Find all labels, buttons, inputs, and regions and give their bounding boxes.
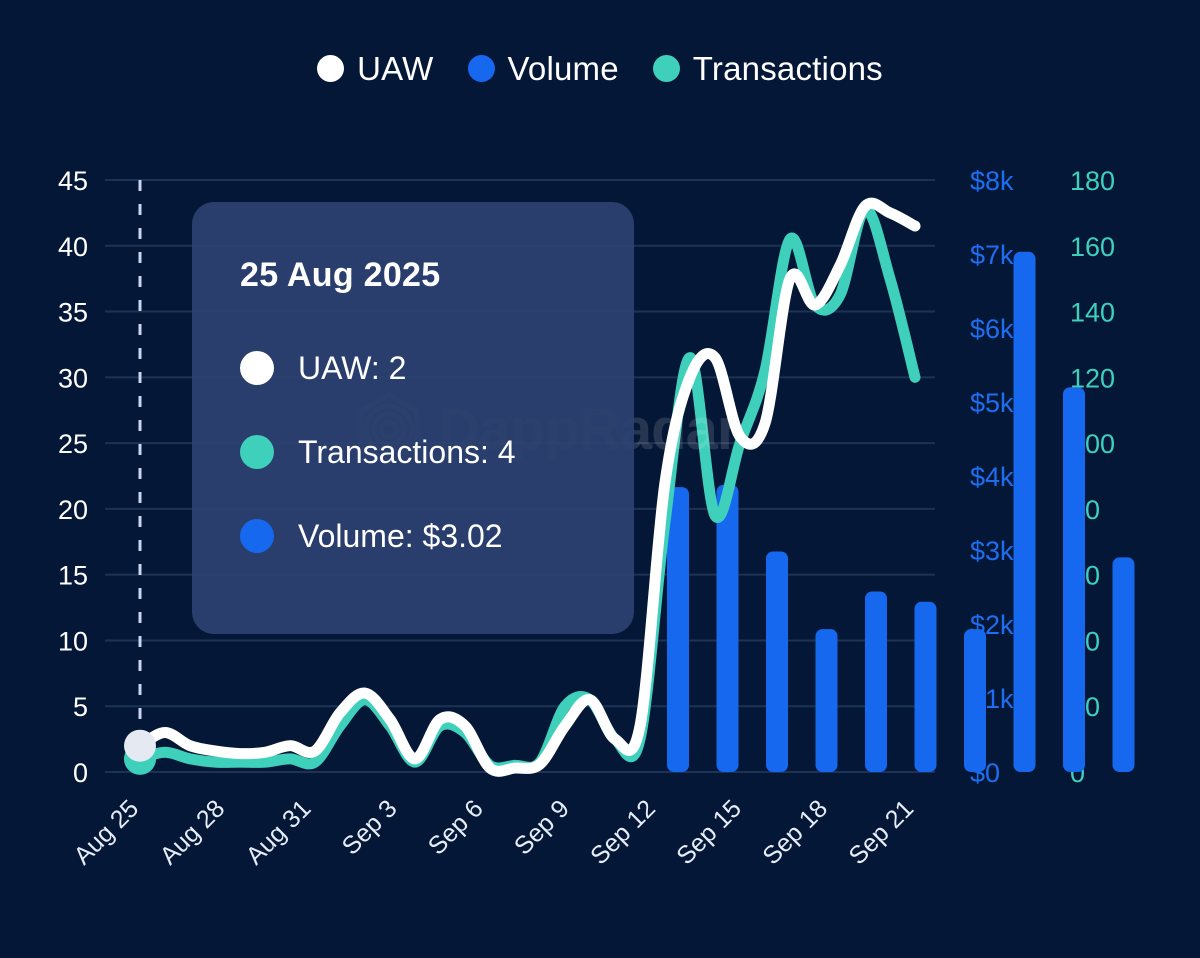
chart-tooltip: 25 Aug 2025 UAW: 2 Transactions: 4 Volum… — [192, 202, 634, 634]
uaw-line — [134, 197, 921, 777]
volume-bar[interactable] — [964, 629, 986, 772]
tooltip-row-transactions: Transactions: 4 — [240, 435, 634, 469]
tooltip-row-volume: Volume: $3.02 — [240, 519, 634, 553]
x-axis-tick: Aug 28 — [155, 794, 231, 870]
y-axis-transactions-tick: 160 — [1070, 232, 1115, 262]
y-axis-left-tick: 45 — [58, 166, 88, 196]
y-axis-transactions-tick: 140 — [1070, 298, 1115, 328]
y-axis-left-tick: 35 — [58, 298, 88, 328]
x-axis-tick: Sep 15 — [671, 794, 747, 870]
volume-bar[interactable] — [914, 601, 937, 772]
legend-label-uaw: UAW — [357, 50, 434, 87]
volume-bar[interactable] — [1112, 557, 1135, 772]
y-axis-left-tick: 25 — [58, 429, 88, 459]
tooltip-value-uaw: UAW: 2 — [298, 350, 407, 386]
volume-bar[interactable] — [716, 484, 739, 772]
y-axis-volume-tick: $3k — [970, 536, 1014, 566]
volume-bar[interactable] — [1063, 387, 1085, 772]
highlight-marker-uaw[interactable] — [124, 729, 156, 762]
volume-bar[interactable] — [667, 487, 689, 772]
y-axis-volume-tick: $4k — [970, 462, 1014, 492]
volume-bar[interactable] — [1013, 251, 1036, 772]
y-axis-left-tick: 10 — [58, 626, 88, 656]
x-axis-tick: Sep 3 — [337, 794, 403, 860]
x-axis-tick: Sep 9 — [509, 794, 575, 860]
legend-item-uaw[interactable]: UAW — [317, 52, 433, 85]
transactions-line — [134, 204, 921, 774]
y-axis-volume-tick: $5k — [970, 388, 1014, 418]
circle-icon — [240, 351, 274, 385]
y-axis-volume-tick: $6k — [970, 314, 1014, 344]
y-axis-volume-tick: $8k — [970, 166, 1014, 196]
circle-icon — [317, 55, 345, 82]
volume-bar[interactable] — [865, 591, 887, 772]
y-axis-volume-tick: $7k — [970, 240, 1014, 270]
y-axis-left-tick: 15 — [58, 561, 88, 591]
x-axis-tick: Aug 25 — [68, 794, 144, 870]
x-axis-tick: Sep 21 — [843, 794, 919, 870]
legend-label-volume: Volume — [507, 50, 619, 87]
y-axis-left-tick: 20 — [58, 495, 88, 525]
circle-icon — [240, 519, 274, 553]
tooltip-value-volume: Volume: $3.02 — [298, 518, 503, 554]
legend-item-transactions[interactable]: Transactions — [652, 50, 883, 87]
circle-icon — [240, 435, 274, 469]
volume-bar[interactable] — [815, 629, 838, 772]
legend-item-volume[interactable]: Volume — [467, 50, 619, 87]
y-axis-left-tick: 30 — [58, 363, 88, 393]
y-axis-transactions-tick: 180 — [1070, 166, 1115, 196]
y-axis-left-tick: 40 — [58, 232, 88, 262]
legend-label-transactions: Transactions — [692, 50, 883, 87]
y-axis-left-tick: 0 — [73, 758, 88, 788]
y-axis-left-tick: 5 — [73, 692, 88, 722]
tooltip-row-uaw: UAW: 2 — [240, 351, 634, 385]
x-axis-tick: Sep 18 — [757, 794, 833, 870]
tooltip-date: 25 Aug 2025 — [240, 256, 441, 294]
x-axis-tick: Sep 6 — [423, 794, 489, 860]
x-axis-tick: Aug 31 — [241, 794, 317, 870]
tooltip-value-transactions: Transactions: 4 — [298, 434, 516, 470]
circle-icon — [652, 55, 680, 82]
x-axis-tick: Sep 12 — [585, 794, 661, 870]
circle-icon — [467, 55, 495, 82]
volume-bar[interactable] — [766, 551, 788, 772]
chart-legend: UAW Volume Transactions — [0, 52, 1200, 85]
